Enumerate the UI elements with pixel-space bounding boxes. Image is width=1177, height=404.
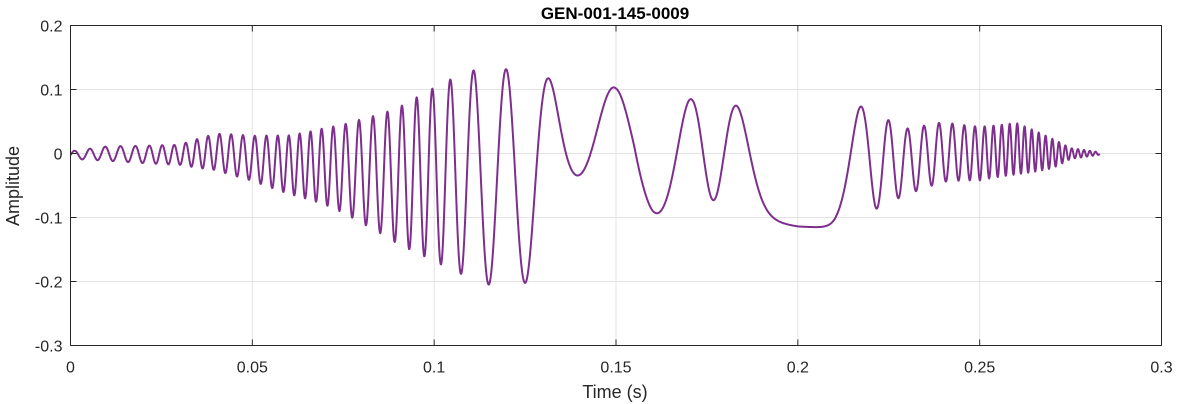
x-tick-label: 0.1	[423, 360, 445, 377]
y-tick-label: 0.1	[40, 83, 62, 100]
y-axis-label: Amplitude	[3, 146, 23, 226]
x-tick-label: 0.15	[600, 360, 631, 377]
y-tick-label: -0.1	[35, 211, 63, 228]
x-axis-label: Time (s)	[582, 382, 647, 402]
y-tick-label: 0.2	[40, 19, 62, 36]
axis-ticks: 0 0.05 0.1 0.15 0.2 0.25 0.3 -0.3 -0.2 -0.1 0 0.1 0.…	[35, 19, 1173, 377]
y-tick-label: 0	[54, 147, 63, 164]
chart-title: GEN-001-145-0009	[541, 4, 689, 23]
x-tick-label: 0.2	[787, 360, 809, 377]
x-tick-label: 0.25	[964, 360, 995, 377]
x-tick-label: 0.05	[237, 360, 268, 377]
x-tick-label: 0.3	[1150, 360, 1172, 377]
x-tick-label: 0	[66, 360, 75, 377]
y-tick-label: -0.3	[35, 339, 63, 356]
y-tick-label: -0.2	[35, 275, 63, 292]
waveform-line	[69, 68, 1101, 286]
grid-lines	[70, 25, 1162, 346]
plot-area	[69, 68, 1101, 286]
